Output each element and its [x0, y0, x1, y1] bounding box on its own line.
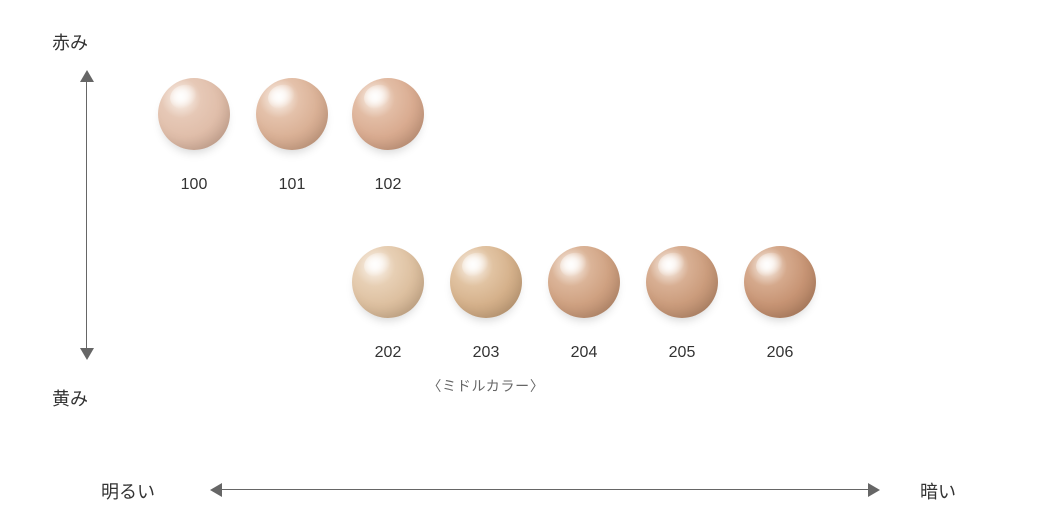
swatch-label-204: 204 [571, 344, 598, 362]
color-swatch-100 [158, 78, 230, 150]
swatch-label-203: 203 [473, 344, 500, 362]
color-swatch-204 [548, 246, 620, 318]
swatch-label-101: 101 [279, 176, 306, 194]
swatch-label-205: 205 [669, 344, 696, 362]
axis-label-bottom: 黄み [52, 385, 88, 411]
swatch-label-100: 100 [181, 176, 208, 194]
axis-label-left: 明るい [101, 478, 155, 504]
axis-label-right: 暗い [920, 478, 956, 504]
color-swatch-101 [256, 78, 328, 150]
color-swatch-206 [744, 246, 816, 318]
axis-label-top: 赤み [52, 29, 88, 55]
swatch-label-202: 202 [375, 344, 402, 362]
color-swatch-102 [352, 78, 424, 150]
horizontal-axis-arrow [210, 483, 880, 497]
vertical-axis-arrow [80, 70, 94, 360]
color-swatch-205 [646, 246, 718, 318]
swatch-label-206: 206 [767, 344, 794, 362]
swatch-sublabel-203: 〈ミドルカラー〉 [427, 376, 544, 396]
swatch-label-102: 102 [375, 176, 402, 194]
color-swatch-203 [450, 246, 522, 318]
color-swatch-202 [352, 246, 424, 318]
